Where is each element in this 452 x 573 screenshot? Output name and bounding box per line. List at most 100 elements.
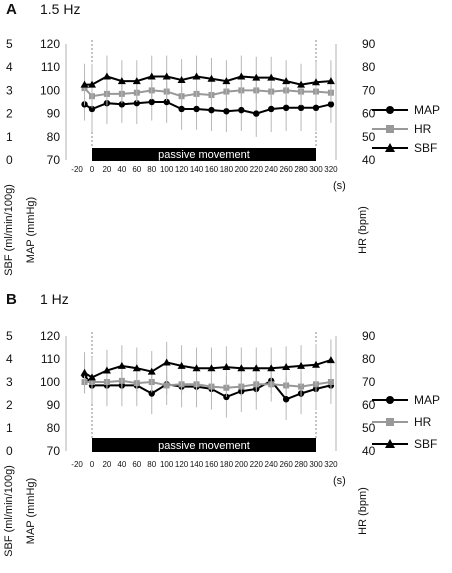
x-tick-label-a: 300 bbox=[309, 165, 323, 174]
passive-movement-bar-a bbox=[92, 148, 316, 161]
x-tick-label-b: 140 bbox=[190, 460, 204, 469]
sbf-point-a bbox=[252, 73, 261, 81]
sbf-tick-label-a: 2 bbox=[6, 107, 13, 121]
map-point-a bbox=[133, 99, 140, 107]
hr-tick-label-b: 50 bbox=[362, 421, 376, 435]
legend-label-hr-b: HR bbox=[414, 415, 432, 429]
sbf-point-a bbox=[267, 73, 276, 81]
sbf-tick-label-a: 0 bbox=[6, 153, 13, 167]
x-tick-label-b: 120 bbox=[175, 460, 189, 469]
sbf-tick-label-b: 2 bbox=[6, 398, 13, 412]
map-point-b bbox=[148, 390, 155, 397]
map-tick-label-b: 100 bbox=[40, 375, 60, 389]
map-point-a bbox=[253, 110, 260, 117]
hr-axis-label-a: HR (bpm) bbox=[357, 206, 369, 254]
panel-a: A 1.5 Hz5 120 904 110 803 100 702 90 601 80 500 70 40… bbox=[3, 1, 440, 276]
map-point-b bbox=[282, 396, 290, 403]
x-tick-label-a: 100 bbox=[160, 165, 174, 174]
hr-axis-label-b: HR (bpm) bbox=[357, 487, 369, 535]
sbf-point-b bbox=[312, 360, 320, 368]
map-point-a bbox=[193, 105, 200, 113]
map-point-a bbox=[163, 98, 170, 106]
x-tick-label-b: 60 bbox=[132, 460, 141, 469]
sbf-point-a bbox=[207, 74, 216, 82]
sbf-point-a bbox=[147, 72, 156, 80]
x-tick-label-a: 240 bbox=[265, 165, 279, 174]
x-tick-label-a: 140 bbox=[190, 165, 204, 174]
hr-tick-label-a: 70 bbox=[362, 83, 376, 97]
x-tick-label-b: 40 bbox=[117, 460, 126, 469]
map-point-a bbox=[297, 104, 305, 112]
panel-letter-a: A bbox=[6, 1, 17, 18]
sbf-point-a bbox=[312, 78, 320, 86]
map-tick-label-b: 90 bbox=[47, 398, 61, 412]
sbf-point-b bbox=[132, 364, 141, 372]
sbf-point-a bbox=[297, 80, 306, 88]
hr-tick-label-b: 90 bbox=[362, 329, 376, 343]
x-tick-label-b: 100 bbox=[160, 460, 174, 469]
sbf-point-b bbox=[102, 366, 111, 374]
map-tick-label-b: 120 bbox=[40, 329, 60, 343]
legend-marker-sbf-a bbox=[385, 143, 395, 152]
map-point-a bbox=[148, 98, 155, 106]
hr-point-b bbox=[163, 382, 170, 389]
x-tick-label-a: 260 bbox=[279, 165, 293, 174]
sbf-point-b bbox=[267, 364, 276, 372]
hr-tick-label-a: 40 bbox=[362, 153, 376, 167]
hr-tick-label-a: 80 bbox=[362, 60, 376, 74]
sbf-point-b bbox=[207, 364, 216, 372]
x-tick-label-b: 160 bbox=[205, 460, 219, 469]
sbf-point-a bbox=[117, 77, 126, 85]
map-tick-label-a: 80 bbox=[47, 130, 61, 144]
sbf-point-b bbox=[162, 358, 171, 366]
sbf-point-a bbox=[102, 72, 111, 80]
map-point-a bbox=[268, 105, 275, 113]
sbf-axis-label-a: SBF (ml/min/100g) bbox=[3, 184, 15, 276]
sbf-point-b bbox=[252, 364, 261, 372]
sbf-tick-label-b: 5 bbox=[6, 329, 13, 343]
x-unit-label-a: (s) bbox=[333, 180, 346, 192]
legend-label-map-b: MAP bbox=[414, 393, 440, 407]
legend-marker-hr-b bbox=[386, 418, 394, 426]
map-tick-label-a: 120 bbox=[40, 37, 60, 51]
x-tick-label-b: 20 bbox=[102, 460, 111, 469]
sbf-point-a bbox=[326, 77, 335, 85]
x-tick-label-a: 80 bbox=[147, 165, 156, 174]
sbf-tick-label-b: 1 bbox=[6, 421, 13, 435]
legend-label-hr-a: HR bbox=[414, 122, 432, 136]
x-tick-label-a: 60 bbox=[132, 165, 141, 174]
x-tick-label-a: 160 bbox=[205, 165, 219, 174]
x-tick-label-b: 320 bbox=[324, 460, 338, 469]
x-tick-label-b: 200 bbox=[235, 460, 249, 469]
sbf-point-b bbox=[237, 364, 246, 372]
sbf-point-b bbox=[192, 364, 201, 372]
map-tick-label-a: 90 bbox=[47, 107, 61, 121]
hr-tick-label-b: 40 bbox=[362, 444, 376, 458]
x-tick-label-a: 180 bbox=[220, 165, 234, 174]
legend-label-map-a: MAP bbox=[414, 103, 440, 117]
x-tick-label-b: 260 bbox=[279, 460, 293, 469]
sbf-point-a bbox=[282, 77, 291, 85]
x-tick-label-a: 200 bbox=[235, 165, 249, 174]
sbf-point-b bbox=[147, 367, 156, 375]
passive-movement-label-b: passive movement bbox=[158, 440, 250, 452]
x-tick-label-b: 300 bbox=[309, 460, 323, 469]
legend-label-sbf-b: SBF bbox=[414, 437, 437, 451]
sbf-point-b bbox=[80, 368, 89, 376]
x-tick-label-a: 120 bbox=[175, 165, 189, 174]
sbf-tick-label-a: 1 bbox=[6, 130, 13, 144]
sbf-tick-label-a: 4 bbox=[6, 60, 13, 74]
legend-marker-map-a bbox=[386, 106, 394, 114]
legend-label-sbf-a: SBF bbox=[414, 141, 437, 155]
map-point-a bbox=[178, 105, 185, 113]
map-point-a bbox=[88, 105, 96, 113]
sbf-point-b bbox=[177, 361, 186, 369]
panel-letter-b: B bbox=[6, 291, 17, 308]
sbf-tick-label-a: 5 bbox=[6, 37, 13, 51]
sbf-point-b bbox=[222, 363, 231, 371]
legend-marker-sbf-b bbox=[385, 439, 395, 448]
map-tick-label-b: 80 bbox=[47, 421, 61, 435]
x-tick-label-b: 280 bbox=[294, 460, 308, 469]
